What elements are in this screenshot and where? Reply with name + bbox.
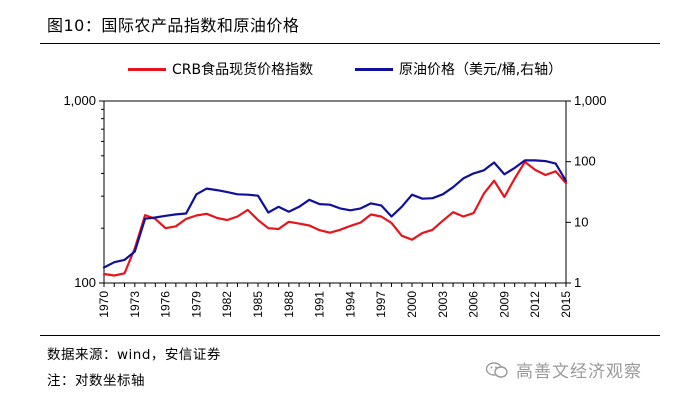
right-axis-label: 100	[574, 154, 596, 169]
legend: CRB食品现货价格指数 原油价格（美元/桶,右轴）	[0, 59, 700, 81]
x-axis-label: 2006	[467, 291, 481, 318]
series-line-crb	[102, 160, 568, 277]
left-axis-label: 1,000	[63, 93, 96, 108]
watermark: 高善文经济观察	[486, 357, 642, 382]
legend-label-crb: CRB食品现货价格指数	[172, 62, 314, 78]
plot-frame	[103, 100, 567, 284]
x-axis-label: 1994	[343, 291, 357, 318]
legend-item-crb: CRB食品现货价格指数	[128, 59, 313, 79]
x-axis-label: 2015	[559, 291, 573, 318]
x-axis-label: 2009	[497, 291, 511, 318]
x-axis-label: 1973	[128, 291, 142, 318]
x-axis-label: 2000	[405, 291, 419, 318]
legend-label-oil: 原油价格（美元/桶,右轴）	[399, 62, 563, 78]
figure-title: 图10：国际农产品指数和原油价格	[47, 16, 300, 35]
x-axis-label: 2012	[528, 291, 542, 318]
x-axis-label: 1991	[313, 291, 327, 318]
axis-note: 注：对数坐标轴	[47, 373, 145, 389]
x-axis-label: 1979	[189, 291, 203, 318]
legend-swatch-oil	[355, 67, 393, 71]
legend-item-oil: 原油价格（美元/桶,右轴）	[355, 59, 562, 79]
x-axis-label: 1970	[97, 291, 111, 318]
right-axis-label: 10	[574, 214, 588, 229]
legend-swatch-crb	[128, 67, 166, 71]
right-axis-label: 1	[574, 275, 581, 290]
x-axis-label: 1997	[374, 291, 388, 318]
wechat-icon	[486, 361, 508, 378]
series-line-oil	[102, 159, 568, 269]
x-axis-label: 1985	[251, 291, 265, 318]
x-axis-label: 1988	[282, 291, 296, 318]
left-axis-label: 100	[74, 275, 96, 290]
watermark-text: 高善文经济观察	[516, 362, 642, 382]
source-note: 数据来源：wind，安信证券	[47, 347, 221, 363]
x-axis-label: 1976	[159, 291, 173, 318]
right-axis-label: 1,000	[574, 93, 607, 108]
top-rule	[40, 43, 660, 44]
bottom-rule	[40, 335, 660, 336]
x-axis-label: 1982	[220, 291, 234, 318]
x-axis-label: 2003	[436, 291, 450, 318]
